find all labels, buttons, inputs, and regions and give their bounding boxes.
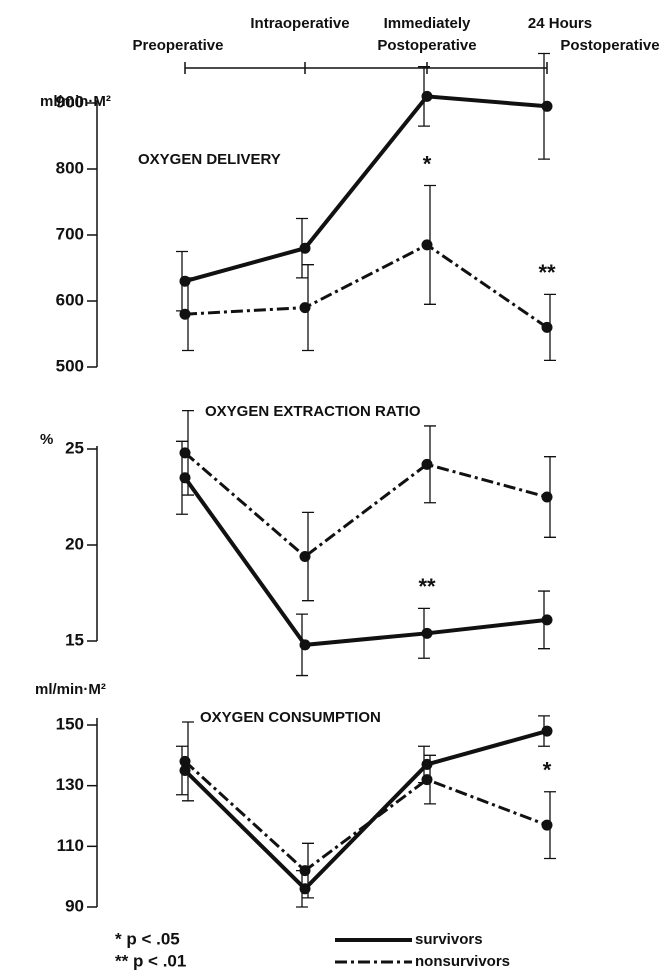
series-line [184,451,548,559]
point [421,758,433,770]
point [541,100,553,112]
x-tick-label-line: Immediately [384,15,471,32]
point [299,551,311,563]
point [541,321,553,333]
y-tick-label: 15 [65,630,84,649]
footnote: ** p < .01 [115,951,186,970]
point [421,239,433,251]
x-tick-label-line: Postoperative [560,37,659,54]
significance-mark: * [423,151,432,176]
y-axis-label: ml/min·M² [35,681,106,698]
point [541,491,553,503]
series-line [184,243,548,329]
point [299,242,311,254]
point [541,819,553,831]
y-tick-label: 500 [56,356,84,375]
y-tick-label: 700 [56,224,84,243]
significance-mark: ** [538,260,556,285]
point [299,883,311,895]
y-tick-label: 150 [56,714,84,733]
panel-title: OXYGEN DELIVERY [138,151,281,168]
x-tick-label: Preoperative [133,37,224,54]
series-line [183,760,548,873]
x-tick-label-line: Postoperative [377,37,476,54]
point [541,614,553,626]
y-axis-label: ml/min·M² [40,93,111,110]
point [179,755,191,767]
y-tick-label: 800 [56,158,84,177]
significance-mark: ** [418,574,436,599]
y-tick-label: 130 [56,775,84,794]
point [179,308,191,320]
x-tick-label: Immediately Postoperative [377,15,476,54]
footnote: * p < .05 [115,929,180,948]
point [299,302,311,314]
legend-label: nonsurvivors [415,953,510,970]
legend-label: survivors [415,931,483,948]
y-tick-label: 25 [65,438,84,457]
point [541,725,553,737]
y-tick-label: 110 [57,836,84,855]
x-tick-label: Intraoperative [250,15,349,32]
significance-mark: * [543,758,552,783]
panel-title: OXYGEN CONSUMPTION [200,709,381,726]
point [299,865,311,877]
series-line [183,476,548,647]
series-line [184,94,548,284]
x-tick-label-line: 24 Hours [528,15,592,32]
y-tick-label: 600 [56,290,84,309]
point [421,627,433,639]
y-axis-label: % [40,431,53,448]
y-tick-label: 900 [56,92,84,111]
point [421,458,433,470]
y-tick-label: 90 [65,896,84,915]
point [179,447,191,459]
y-tick-label: 20 [65,534,84,553]
point [299,639,311,651]
point [179,472,191,484]
panel-title: OXYGEN EXTRACTION RATIO [205,403,421,420]
x-tick-label: 24 Hours Postoperative [528,15,660,54]
point [421,90,433,102]
point [421,774,433,786]
